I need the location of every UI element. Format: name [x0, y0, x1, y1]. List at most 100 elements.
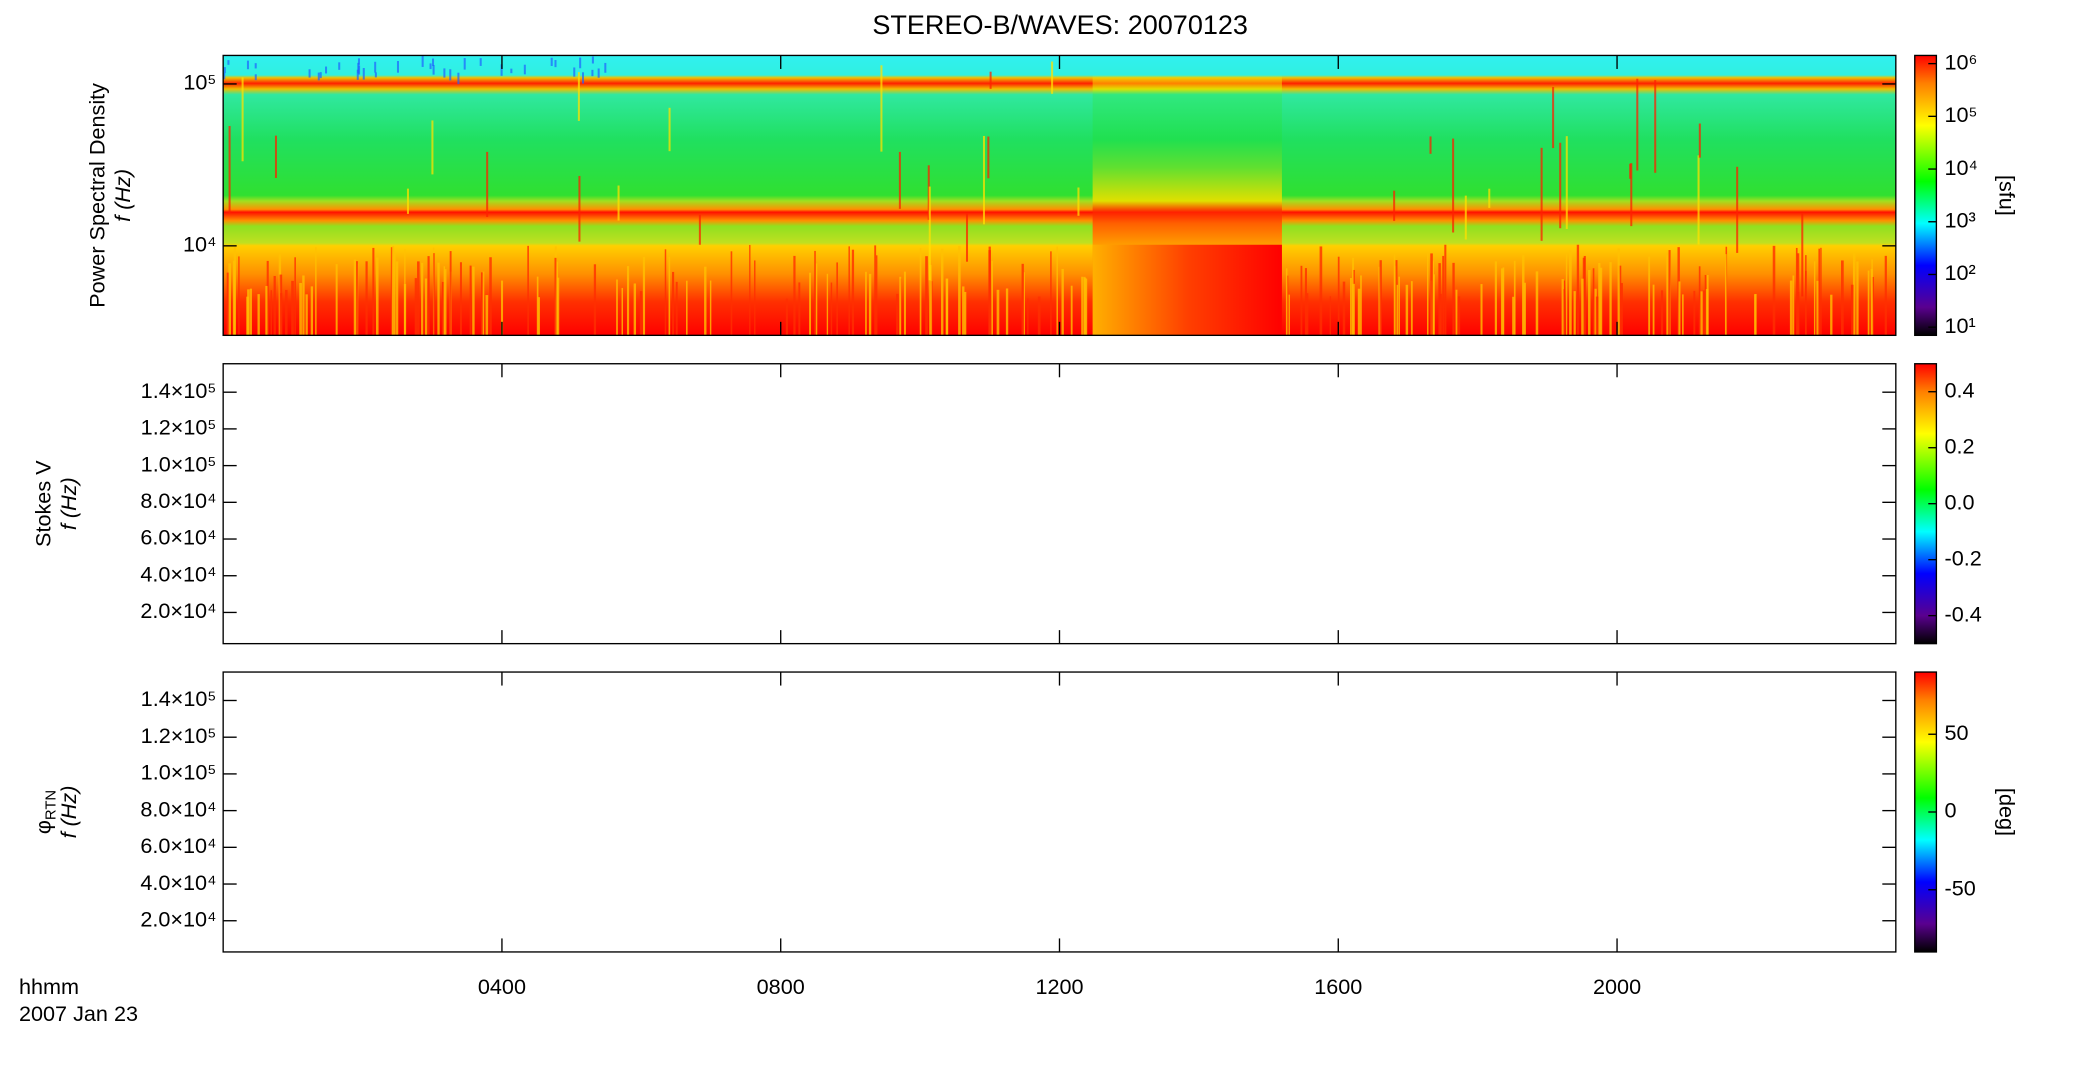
- spectrogram-streak: [554, 257, 557, 336]
- spectrogram-speckle: [246, 60, 249, 70]
- spectrogram-streak: [1698, 266, 1701, 336]
- spectrogram-streak: [1085, 278, 1088, 336]
- y-tick-label: 8.0×10⁴: [140, 488, 216, 513]
- x-tick-label: 0400: [478, 974, 526, 999]
- spectrogram-streak: [1070, 285, 1073, 336]
- spectrogram-burst: [928, 186, 931, 281]
- spectrogram-streak: [365, 261, 368, 336]
- spectrogram-speckle: [429, 63, 432, 70]
- x-tick-label: 1600: [1314, 974, 1362, 999]
- spectrogram-burst: [1559, 142, 1562, 229]
- spectrogram-streak: [1660, 290, 1664, 336]
- colorbar-tick-label: -0.2: [1945, 545, 1982, 570]
- spectrogram-burst: [1552, 86, 1555, 149]
- spectrogram-streak: [266, 260, 269, 336]
- spectrogram-streak: [1796, 253, 1800, 336]
- spectrogram-streak: [1599, 267, 1603, 336]
- spectrogram-streak: [1023, 272, 1025, 336]
- x-tick-label: 1200: [1035, 974, 1083, 999]
- spectrogram-speckle: [573, 67, 576, 77]
- spectrogram-streak: [1609, 262, 1612, 336]
- spectrogram-streak: [1438, 263, 1441, 336]
- spectrogram-burst: [982, 135, 985, 225]
- spectrogram-speckle: [523, 64, 526, 75]
- spectrogram-speckle: [254, 63, 257, 69]
- spectrogram-streak: [899, 276, 902, 336]
- spectrogram-burst: [1464, 195, 1467, 240]
- spectrogram-streak: [1576, 244, 1580, 336]
- colorbar-label: [deg]: [1995, 788, 2020, 836]
- spectrogram-streak: [1027, 298, 1029, 336]
- spectrogram-burst: [965, 212, 969, 262]
- spectrogram-streak: [310, 286, 314, 336]
- spectrogram-burst: [1077, 187, 1080, 216]
- spectrogram-burst: [1698, 123, 1701, 158]
- spectrogram-streak: [1306, 293, 1309, 336]
- y-axis-label-sub: RTN: [43, 790, 59, 820]
- colorbar-tick-label: 50: [1945, 720, 1969, 745]
- spectrogram-streak: [664, 249, 667, 336]
- spectrogram-streak: [353, 259, 356, 336]
- spectrogram-burst: [1051, 61, 1054, 94]
- colorbar-tick-label: 10²: [1945, 260, 1976, 285]
- spectrogram-speckle: [449, 69, 452, 81]
- plot-frame: [222, 363, 1897, 645]
- spectrogram-streak: [1393, 254, 1396, 336]
- spectrogram-burst: [1429, 136, 1432, 154]
- spectrogram-streak: [991, 260, 993, 336]
- spectrogram-burst: [987, 136, 990, 179]
- spectrogram-streak: [482, 271, 485, 336]
- spectrogram-streak: [874, 245, 877, 336]
- spectrogram-streak: [1379, 260, 1382, 336]
- y-axis-label-unit: f (Hz): [110, 169, 135, 222]
- spectrogram-streak: [1595, 296, 1599, 336]
- spectrogram-speckle: [554, 60, 557, 68]
- y-tick-label: 2.0×10⁴: [140, 906, 216, 931]
- y-tick-label: 4.0×10⁴: [140, 561, 216, 586]
- spectrogram-streak: [485, 295, 489, 336]
- spectrogram-streak: [1457, 296, 1461, 336]
- spectrogram-streak: [1816, 280, 1819, 336]
- spectrogram-streak: [1693, 290, 1696, 336]
- spectrogram-streak: [1724, 254, 1727, 336]
- spectrogram-burst: [578, 175, 581, 242]
- spectrogram-streak: [557, 277, 560, 336]
- spectrogram-streak: [836, 262, 838, 336]
- y-tick-label: 6.0×10⁴: [140, 525, 216, 550]
- spectrogram-streak: [246, 296, 249, 336]
- spectrogram-speckle: [479, 58, 482, 66]
- spectrogram-streak: [1795, 247, 1798, 336]
- spectrogram-streak: [1841, 260, 1844, 336]
- spectrogram-speckle: [357, 58, 360, 65]
- spectrogram-streak: [443, 266, 446, 336]
- spectrogram-streak: [1329, 296, 1332, 336]
- spectrogram-streak: [1871, 276, 1874, 336]
- spectrogram-streak: [437, 262, 440, 336]
- spectrogram-streak: [1513, 260, 1516, 336]
- spectrogram-streak: [372, 247, 375, 336]
- x-axis-date: 2007 Jan 23: [19, 1001, 138, 1026]
- spectrogram-streak: [925, 256, 928, 336]
- x-tick-label: 0800: [757, 974, 805, 999]
- y-axis-label: Stokes V: [30, 460, 55, 547]
- spectrogram-streak: [228, 263, 232, 336]
- spectrogram-burst: [1697, 155, 1700, 245]
- spectrogram-burst: [1540, 147, 1543, 241]
- spectrogram-streak: [305, 294, 308, 336]
- spectrogram-streak: [1350, 278, 1352, 336]
- spectrogram-streak: [1442, 255, 1445, 336]
- spectrogram-streak: [865, 271, 867, 336]
- spectrogram-burst: [989, 71, 992, 89]
- colorbar-tick-label: 10⁴: [1945, 155, 1978, 180]
- spectrogram-speckle: [500, 64, 503, 76]
- spectrogram-streak: [444, 269, 447, 336]
- spectrogram-speckle: [254, 74, 257, 81]
- spectrogram-streak: [280, 293, 283, 336]
- y-tick-label: 6.0×10⁴: [140, 833, 216, 858]
- spectrogram-streak: [1792, 275, 1795, 336]
- spectrogram-streak: [1286, 275, 1289, 336]
- colorbar-tick-label: -0.4: [1945, 601, 1982, 626]
- y-tick-label: 1.2×10⁵: [141, 415, 217, 440]
- spectrogram-speckle: [421, 55, 424, 67]
- spectrogram-speckle: [362, 68, 365, 80]
